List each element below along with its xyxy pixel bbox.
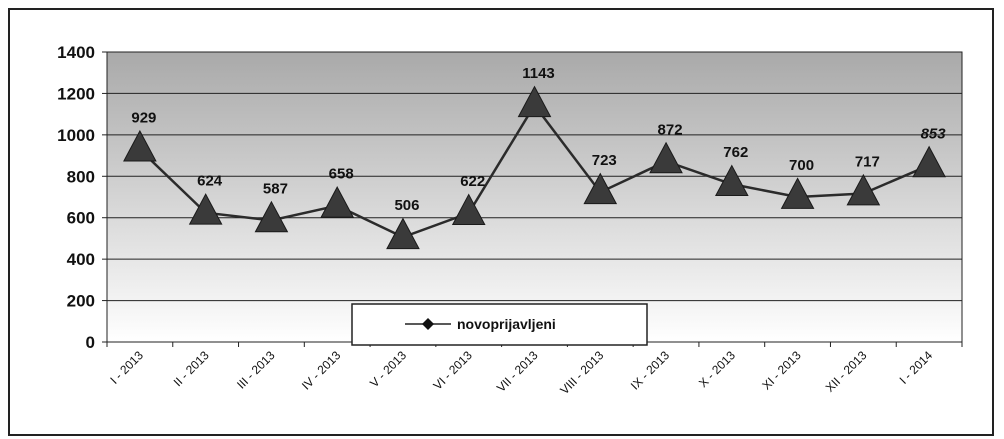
y-tick-label: 1200 — [57, 84, 95, 103]
data-point-marker — [846, 173, 881, 206]
x-tick-label: X - 2013 — [696, 348, 738, 390]
data-label: 587 — [263, 180, 288, 197]
data-point-marker — [451, 193, 486, 226]
y-tick-label: 400 — [67, 250, 95, 269]
y-tick-label: 600 — [67, 209, 95, 228]
legend-box — [351, 303, 648, 346]
data-label: 658 — [329, 166, 354, 183]
data-point-marker — [583, 172, 618, 205]
data-label: 717 — [855, 153, 880, 170]
x-tick-label: I - 2013 — [107, 348, 146, 387]
data-label: 1143 — [522, 65, 555, 82]
series-group: 929 624 587 658 506 622 1143 723 872 762 700 717 853 — [123, 65, 947, 250]
y-tick-label: 200 — [67, 292, 95, 311]
data-point-marker — [123, 129, 157, 162]
data-label: 723 — [592, 152, 617, 169]
x-tick-label: I - 2014 — [897, 348, 936, 387]
y-tick-label: 1000 — [57, 126, 95, 145]
x-tick-label: IV - 2013 — [299, 348, 344, 393]
y-tick-label: 800 — [67, 167, 95, 186]
data-point-marker — [517, 85, 552, 118]
legend-label: novoprijavljeni — [457, 316, 556, 332]
x-tick-label: VI - 2013 — [431, 348, 476, 393]
y-tick-label: 0 — [86, 333, 95, 352]
x-tick-label: XI - 2013 — [759, 348, 804, 393]
gridlines — [107, 92, 962, 302]
data-label: 622 — [460, 173, 485, 190]
data-label: 929 — [131, 110, 156, 127]
data-label: 624 — [197, 173, 223, 190]
data-point-marker — [320, 186, 355, 218]
data-point-marker — [254, 200, 289, 233]
data-label: 700 — [789, 157, 814, 174]
data-point-marker — [714, 164, 749, 197]
x-tick-label: IX - 2013 — [628, 348, 673, 393]
data-point-marker — [649, 141, 683, 174]
x-tick-label: V - 2013 — [367, 348, 409, 390]
data-point-marker — [780, 177, 815, 209]
x-tick-label: XII - 2013 — [823, 348, 870, 395]
data-point-marker — [188, 193, 223, 225]
x-tick-label: III - 2013 — [234, 348, 278, 392]
data-label: 506 — [394, 197, 419, 214]
data-label: 872 — [658, 121, 683, 138]
data-point-marker — [386, 217, 420, 250]
y-axis: 0 200 400 600 800 1000 1200 1400 — [57, 43, 107, 352]
data-label: 762 — [723, 144, 748, 161]
y-tick-label: 1400 — [57, 43, 95, 62]
legend: novoprijavljeni — [351, 303, 648, 346]
x-tick-label: II - 2013 — [171, 348, 212, 389]
x-tick-label: VII - 2013 — [494, 348, 541, 395]
data-label: 853 — [921, 125, 947, 142]
legend-diamond-icon — [422, 318, 434, 330]
x-axis: I - 2013 II - 2013 III - 2013 IV - 2013 V - … — [106, 342, 963, 397]
data-point-marker — [912, 145, 946, 178]
x-tick-label: VIII - 2013 — [557, 348, 606, 397]
